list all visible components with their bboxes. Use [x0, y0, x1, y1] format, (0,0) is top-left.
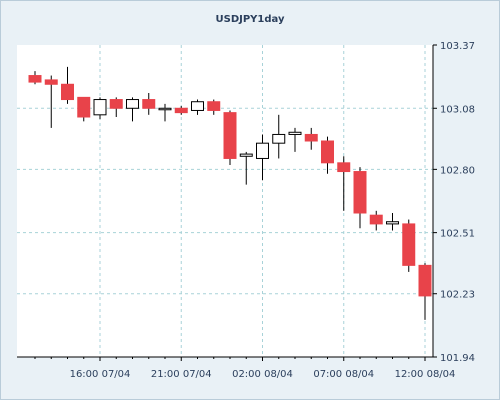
candle — [158, 103, 172, 122]
candle-body-bear — [207, 101, 221, 111]
candle — [142, 93, 156, 115]
candle-body-bull — [272, 133, 286, 144]
x-tick-label: 16:00 07/04 — [70, 369, 131, 380]
candle — [418, 263, 432, 320]
candle — [77, 96, 91, 122]
candle-body-bull — [239, 153, 253, 157]
x-tick-label: 07:00 08/04 — [313, 369, 374, 380]
candle-body-bull — [126, 99, 139, 109]
candle — [256, 134, 269, 181]
candle — [126, 97, 139, 122]
candle-body-bear — [418, 264, 432, 297]
chart-title: USDJPY1day — [216, 14, 285, 25]
y-tick-label: 103.37 — [440, 41, 475, 52]
candle — [28, 71, 42, 85]
candle-body-bear — [77, 96, 91, 118]
x-tick-label: 21:00 07/04 — [151, 369, 212, 380]
candle-body-bull — [256, 142, 269, 159]
candle-body-bull — [288, 131, 302, 135]
candle-body-bear — [304, 133, 318, 142]
candles — [28, 66, 432, 320]
candle — [44, 75, 58, 128]
candle — [304, 127, 318, 150]
candle — [109, 97, 123, 117]
candle — [288, 127, 302, 152]
candle-body-bear — [28, 75, 42, 83]
x-tick-label: 12:00 08/04 — [395, 369, 456, 380]
y-tick-label: 102.80 — [440, 165, 475, 176]
y-tick-label: 102.51 — [440, 229, 475, 240]
candle — [402, 219, 416, 272]
candle-body-bear — [321, 140, 334, 164]
candle-body-bear — [223, 112, 237, 159]
candle — [353, 167, 367, 229]
candle-body-bull — [191, 101, 204, 111]
candle-body-bear — [44, 79, 58, 85]
candle — [369, 210, 383, 231]
candle-body-bull — [93, 99, 107, 116]
candle — [207, 99, 221, 115]
axes — [17, 45, 434, 358]
y-tick-label: 102.23 — [440, 290, 475, 301]
candle — [61, 66, 74, 104]
candle-body-bull — [158, 107, 172, 111]
candle — [174, 106, 188, 115]
candle — [93, 97, 107, 120]
candle — [321, 136, 334, 174]
plot-area — [17, 45, 433, 357]
candle — [337, 156, 351, 211]
candle — [386, 213, 399, 231]
y-tick-label: 101.94 — [440, 353, 475, 364]
candle-body-bear — [142, 99, 156, 109]
candle-body-bear — [109, 99, 123, 109]
candle-body-bear — [174, 107, 188, 114]
candle-body-bull — [386, 221, 399, 225]
candle-body-bear — [369, 214, 383, 225]
candle — [191, 99, 204, 115]
y-tick-label: 103.08 — [440, 104, 475, 115]
candle — [239, 151, 253, 185]
candle-body-bear — [402, 223, 416, 266]
candle — [223, 110, 237, 165]
x-tick-label: 02:00 08/04 — [232, 369, 293, 380]
candle-body-bear — [61, 83, 74, 101]
y-axis-ticks: 103.37 103.08 102.80 102.51 102.23 101.94 — [433, 41, 475, 364]
x-axis-ticks: 16:00 07/04 21:00 07/04 02:00 08/04 07:00 0… — [34, 357, 456, 380]
candle-body-bear — [353, 171, 367, 214]
candle — [272, 114, 286, 159]
candle-body-bear — [337, 162, 351, 173]
